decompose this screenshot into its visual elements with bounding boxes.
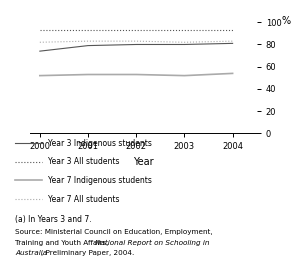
Text: National Report on Schooling in: National Report on Schooling in bbox=[95, 240, 210, 246]
Text: Training and Youth Affairs,: Training and Youth Affairs, bbox=[15, 240, 111, 246]
Text: Year 3 Indigenous students: Year 3 Indigenous students bbox=[48, 139, 152, 148]
Y-axis label: %: % bbox=[281, 16, 291, 26]
Text: Year 7 All students: Year 7 All students bbox=[48, 195, 120, 203]
Text: Source: Ministerial Council on Education, Employment,: Source: Ministerial Council on Education… bbox=[15, 229, 213, 235]
Text: Year 3 All students: Year 3 All students bbox=[48, 157, 120, 166]
Text: Australia: Australia bbox=[15, 250, 47, 256]
Text: , Preliminary Paper, 2004.: , Preliminary Paper, 2004. bbox=[41, 250, 135, 256]
Text: Year 7 Indigenous students: Year 7 Indigenous students bbox=[48, 176, 152, 185]
Text: (a) In Years 3 and 7.: (a) In Years 3 and 7. bbox=[15, 215, 92, 224]
X-axis label: Year: Year bbox=[133, 157, 154, 167]
